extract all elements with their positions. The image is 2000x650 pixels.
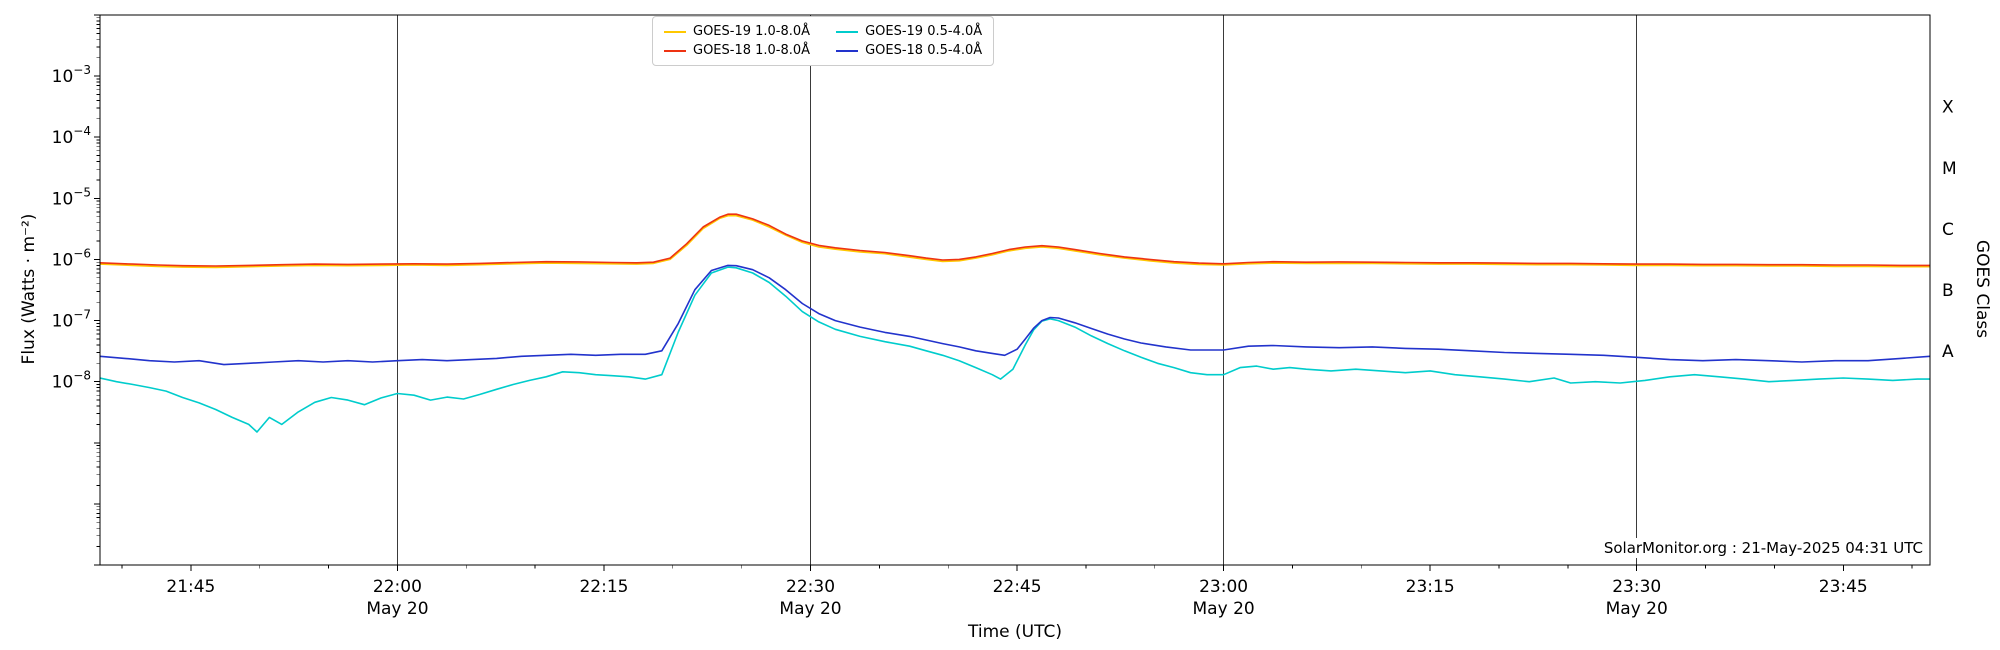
plot-frame [99,14,1931,566]
y-tick-label: 10−8 [52,369,91,393]
legend-label: GOES-19 0.5-4.0Å [865,24,983,39]
goes-class-letter: B [1942,281,1954,301]
x-tick-label: 21:45 [166,577,215,597]
legend-swatch [664,30,686,33]
y-tick-label: 10−4 [52,124,91,148]
x-tick-sublabel: May 20 [1606,599,1668,619]
x-tick-label: 22:45 [993,577,1042,597]
x-tick-sublabel: May 20 [779,599,841,619]
x-tick-label: 22:00 [373,577,422,597]
x-tick-label: 23:15 [1406,577,1455,597]
legend-item-2: GOES-19 0.5-4.0Å [836,24,982,39]
series-line-2 [100,266,1930,433]
x-axis-label: Time (UTC) [968,622,1062,642]
x-tick-label: 23:00 [1199,577,1248,597]
goes-class-letter: C [1942,220,1954,240]
legend-item-0: GOES-19 1.0-8.0Å [664,24,810,39]
legend-swatch [836,30,859,33]
series-line-0 [100,214,1930,269]
legend-swatch [664,49,686,52]
x-tick-sublabel: May 20 [366,599,428,619]
y-tick-label: 10−7 [52,308,91,332]
x-tick-label: 23:30 [1612,577,1661,597]
goes-class-letter: X [1942,98,1954,118]
y-tick-label: 10−3 [52,63,91,87]
solarmonitor-watermark: SolarMonitor.org : 21-May-2025 04:31 UTC [1598,538,1928,558]
legend-item-3: GOES-18 0.5-4.0Å [836,43,982,58]
series-line-3 [100,264,1930,366]
y-tick-label: 10−5 [52,185,91,209]
right-axis-label: GOES Class [1972,239,1992,339]
x-tick-label: 23:45 [1819,577,1868,597]
y-axis-label: Flux (Watts · m⁻²) [19,213,39,365]
legend-label: GOES-19 1.0-8.0Å [693,24,811,39]
legend-swatch [836,49,859,52]
goes-class-letter: M [1942,159,1957,179]
x-tick-label: 22:15 [579,577,628,597]
legend-label: GOES-18 1.0-8.0Å [693,43,811,58]
series-line-1 [100,213,1930,267]
x-tick-sublabel: May 20 [1193,599,1255,619]
legend-label: GOES-18 0.5-4.0Å [865,43,983,58]
legend: GOES-19 1.0-8.0Å GOES-18 1.0-8.0Å GOES-19 … [652,16,995,66]
y-tick-label: 10−6 [52,246,91,270]
legend-item-1: GOES-18 1.0-8.0Å [664,43,810,58]
x-tick-label: 22:30 [786,577,835,597]
goes-class-letter: A [1942,342,1954,362]
